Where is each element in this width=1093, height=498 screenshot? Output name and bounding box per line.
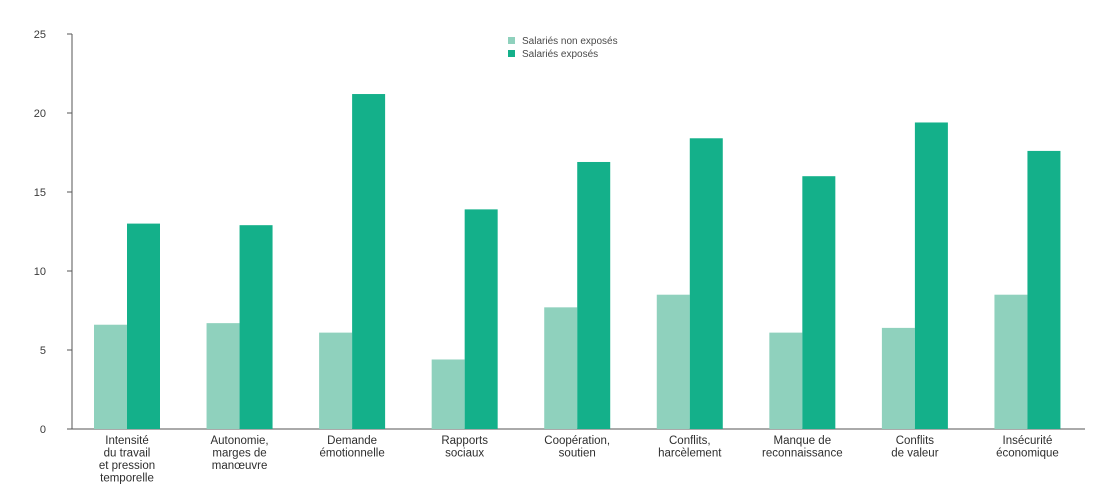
bar-exposes <box>352 94 386 429</box>
bar-exposes <box>914 122 948 429</box>
x-tick-label: Conflits de valeur <box>891 435 938 460</box>
legend-swatch <box>508 50 515 57</box>
x-tick-label-line: harcèlement <box>658 448 722 460</box>
x-tick-label-line: soutien <box>559 448 596 460</box>
y-tick-label: 25 <box>34 29 46 41</box>
y-tick-label: 20 <box>34 108 46 120</box>
x-tick-label-line: Conflits, <box>669 435 711 447</box>
x-tick-label-line: Insécurité <box>1003 435 1053 447</box>
bar-non-exposes <box>881 327 915 429</box>
legend-label: Salariés non exposés <box>522 36 618 47</box>
bar-non-exposes <box>206 323 240 429</box>
x-tick-label: Autonomie, marges de manœuvre <box>210 435 268 472</box>
x-tick-label-line: manœuvre <box>212 460 268 472</box>
bar-non-exposes <box>319 332 353 429</box>
x-tick-label: Manque de reconnaissance <box>762 435 843 460</box>
bar-non-exposes <box>94 324 127 429</box>
y-tick-label: 0 <box>40 424 46 436</box>
x-tick-label-line: économique <box>996 448 1059 460</box>
x-tick-label-line: Manque de <box>774 435 832 447</box>
bar-non-exposes <box>994 294 1028 429</box>
legend-label: Salariés exposés <box>522 49 598 60</box>
x-tick-label-line: reconnaissance <box>762 448 843 460</box>
bar-exposes <box>1027 150 1061 430</box>
bar-exposes <box>802 176 836 429</box>
bar-non-exposes <box>544 307 578 429</box>
bar-exposes <box>577 161 611 430</box>
x-tick-label-line: marges de <box>212 448 266 460</box>
category-labels: Intensité du travail et pression temporelle… <box>99 435 1059 485</box>
x-tick-label-line: temporelle <box>100 473 154 485</box>
x-tick-label-line: Rapports <box>441 435 488 447</box>
bar-non-exposes <box>656 294 690 429</box>
bar-exposes <box>127 223 160 429</box>
x-tick-label-line: sociaux <box>445 448 484 460</box>
x-tick-label: Insécurité économique <box>996 435 1059 460</box>
legend: Salariés non exposés Salariés exposés <box>508 36 618 60</box>
x-tick-label: Intensité du travail et pression temporelle <box>99 435 155 485</box>
x-tick-label: Conflits, harcèlement <box>658 435 722 460</box>
bar-non-exposes <box>431 359 465 429</box>
x-tick-label-line: et pression <box>99 460 155 472</box>
bar-non-exposes <box>769 332 803 429</box>
x-tick-label-line: de valeur <box>891 448 938 460</box>
bar-exposes <box>464 209 498 429</box>
x-tick-label-line: émotionnelle <box>320 448 385 460</box>
x-tick-label-line: Coopération, <box>544 435 610 447</box>
x-tick-label: Demande émotionnelle <box>320 435 385 460</box>
x-tick-label-line: Intensité <box>105 435 148 447</box>
x-tick-label: Coopération, soutien <box>544 435 610 460</box>
bars <box>94 94 1061 430</box>
x-tick-label-line: Conflits <box>896 435 935 447</box>
x-tick-label-line: du travail <box>104 448 151 460</box>
x-tick-label-line: Demande <box>327 435 377 447</box>
x-tick-label: Rapports sociaux <box>441 435 488 460</box>
legend-swatch <box>508 37 515 44</box>
y-tick-label: 10 <box>34 266 46 278</box>
x-tick-label-line: Autonomie, <box>210 435 268 447</box>
bar-exposes <box>239 225 273 429</box>
y-tick-label: 5 <box>40 345 46 357</box>
y-tick-label: 15 <box>34 187 46 199</box>
bar-exposes <box>689 138 723 429</box>
